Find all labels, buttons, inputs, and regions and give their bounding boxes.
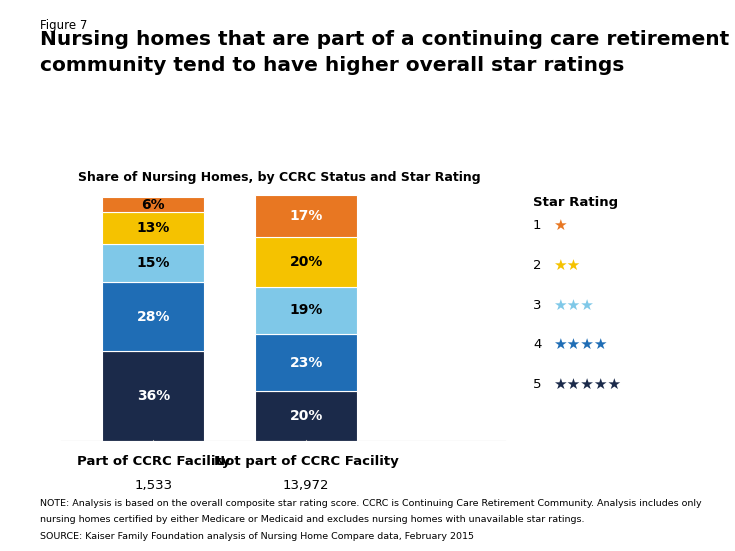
- Bar: [255, 334, 357, 391]
- Text: Nursing homes that are part of a continuing care retirement: Nursing homes that are part of a continu…: [40, 30, 730, 49]
- Text: 20%: 20%: [290, 409, 323, 423]
- Text: 3: 3: [533, 299, 542, 312]
- Text: Star Rating: Star Rating: [533, 196, 618, 209]
- Text: NOTE: Analysis is based on the overall composite star rating score. CCRC is Cont: NOTE: Analysis is based on the overall c…: [40, 499, 702, 507]
- Text: KAISER: KAISER: [649, 515, 686, 524]
- Text: ★★★★: ★★★★: [553, 337, 608, 353]
- Bar: [102, 212, 204, 245]
- Text: FOUNDATION: FOUNDATION: [648, 537, 687, 542]
- Text: ★: ★: [553, 218, 567, 234]
- Text: 13%: 13%: [137, 222, 170, 235]
- Text: 6%: 6%: [142, 198, 165, 212]
- Text: 13,972: 13,972: [283, 479, 329, 493]
- Text: 36%: 36%: [137, 389, 170, 403]
- Text: Share of Nursing Homes, by CCRC Status and Star Rating: Share of Nursing Homes, by CCRC Status a…: [78, 171, 481, 184]
- Text: community tend to have higher overall star ratings: community tend to have higher overall st…: [40, 56, 625, 75]
- Text: 20%: 20%: [290, 255, 323, 269]
- Text: FAMILY: FAMILY: [650, 526, 685, 534]
- Text: 19%: 19%: [290, 304, 323, 317]
- Text: ★★: ★★: [553, 258, 581, 273]
- Text: ★★★: ★★★: [553, 298, 595, 313]
- Text: 2: 2: [533, 259, 542, 272]
- Text: nursing homes certified by either Medicare or Medicaid and excludes nursing home: nursing homes certified by either Medica…: [40, 515, 585, 524]
- Text: 28%: 28%: [137, 310, 170, 323]
- Text: Figure 7: Figure 7: [40, 19, 87, 33]
- Text: 5: 5: [533, 378, 542, 391]
- Text: THE HENRY J.: THE HENRY J.: [648, 506, 687, 511]
- Text: 1: 1: [533, 219, 542, 233]
- Text: 17%: 17%: [290, 209, 323, 223]
- Text: 23%: 23%: [290, 355, 323, 370]
- Bar: [255, 287, 357, 334]
- Text: Not part of CCRC Facility: Not part of CCRC Facility: [214, 455, 398, 468]
- Text: ★★★★★: ★★★★★: [553, 377, 622, 392]
- Bar: [255, 237, 357, 287]
- Bar: [255, 195, 357, 237]
- Bar: [102, 282, 204, 352]
- Bar: [255, 391, 357, 441]
- Bar: [102, 352, 204, 441]
- Bar: [102, 245, 204, 282]
- Text: 4: 4: [533, 338, 541, 352]
- Text: SOURCE: Kaiser Family Foundation analysis of Nursing Home Compare data, February: SOURCE: Kaiser Family Foundation analysi…: [40, 532, 474, 541]
- Text: 1,533: 1,533: [135, 479, 173, 493]
- Text: Part of CCRC Facility: Part of CCRC Facility: [76, 455, 230, 468]
- Bar: [102, 197, 204, 212]
- Text: 15%: 15%: [137, 256, 170, 270]
